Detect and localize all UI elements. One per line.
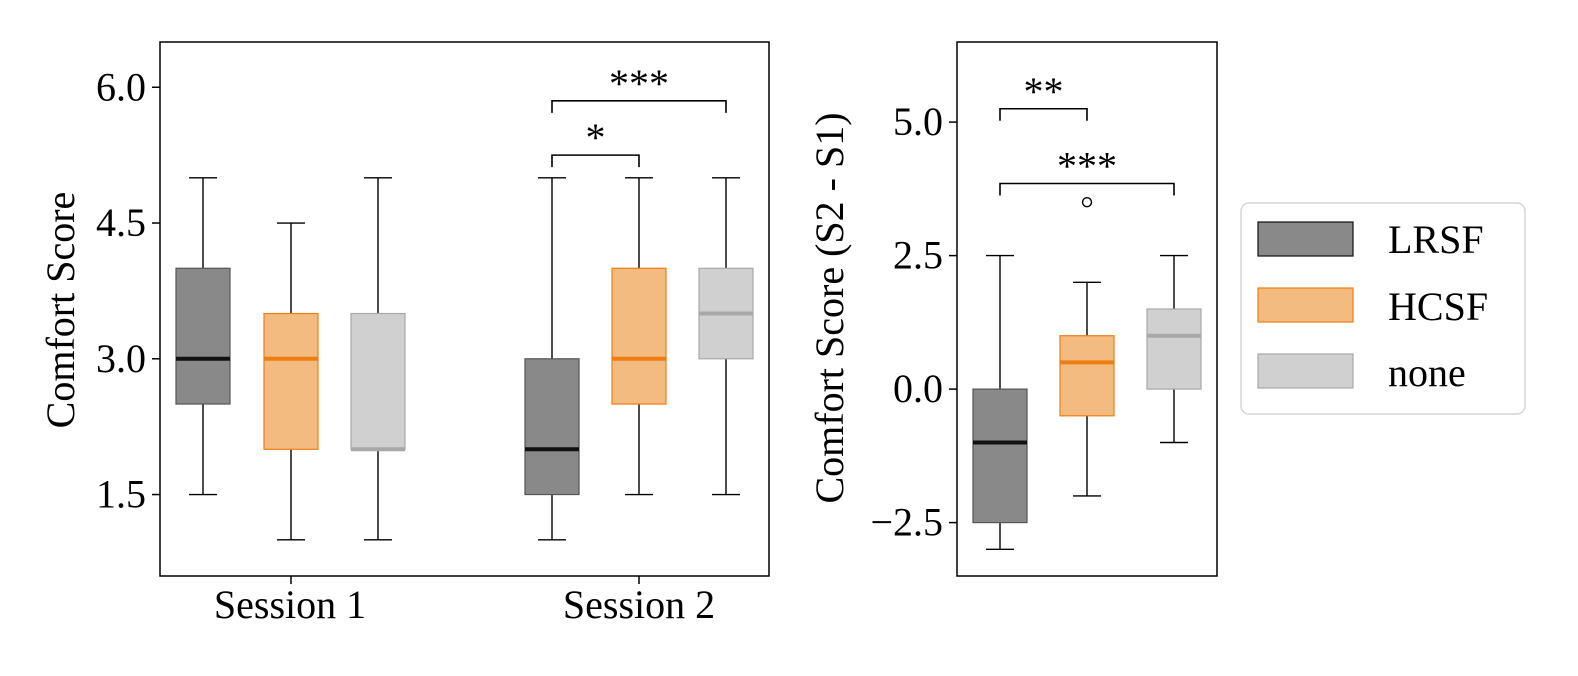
significance-bracket: *** (551, 61, 727, 113)
bracket-line (999, 107, 1088, 121)
left-y-tick-label: 1.5 (96, 472, 146, 517)
box-iqr (175, 267, 231, 405)
box-session-2-lrsf (524, 177, 580, 541)
significance-bracket: ** (999, 69, 1088, 121)
significance-label: *** (1057, 144, 1117, 189)
significance-bracket: * (551, 115, 640, 168)
legend-swatch-none (1257, 353, 1354, 389)
right-y-tick-label: 2.5 (893, 233, 943, 278)
legend-label-none: none (1388, 350, 1466, 395)
right-plot-frame (956, 41, 1218, 577)
bracket-line (551, 100, 727, 113)
legend-label-lrsf: LRSF (1388, 217, 1484, 262)
right-significance: ***** (999, 69, 1175, 196)
box-iqr (611, 267, 667, 405)
left-y-tick-label: 4.5 (96, 200, 146, 245)
left-y-tick-label: 6.0 (96, 64, 146, 109)
right-y-tick-label: 0.0 (893, 366, 943, 411)
box-right-hcsf (1059, 196, 1115, 497)
box-iqr (1146, 308, 1202, 390)
right-y-axis-label: Comfort Score (S2 - S1) (807, 112, 852, 503)
significance-bracket: *** (999, 144, 1175, 196)
x-tick-label-session-1: Session 1 (214, 582, 366, 627)
box-iqr (263, 312, 319, 450)
legend-swatch-hcsf (1257, 287, 1354, 323)
significance-label: ** (1024, 69, 1064, 114)
box-right-none (1146, 254, 1202, 444)
left-y-tick-label: 3.0 (96, 336, 146, 381)
legend: LRSF HCSF none (1240, 202, 1526, 415)
right-chart: Comfort Score (S2 - S1) −2.5 0.0 2.5 5.0 **… (807, 41, 1218, 577)
significance-label: *** (609, 61, 669, 106)
left-y-ticks: 1.5 3.0 4.5 6.0 (96, 64, 160, 517)
box-session-1-hcsf (263, 222, 319, 541)
right-y-tick-label: 5.0 (893, 99, 943, 144)
box-iqr (350, 312, 406, 450)
legend-label-hcsf: HCSF (1388, 284, 1488, 329)
box-session-1-none (350, 177, 406, 541)
bracket-line (551, 154, 640, 168)
outlier-point (1081, 196, 1093, 208)
bracket-line (999, 182, 1175, 196)
left-x-ticks: Session 1 Session 2 (214, 576, 715, 627)
right-y-tick-label: −2.5 (870, 500, 943, 545)
box-session-2-none (698, 177, 754, 496)
significance-label: * (586, 115, 606, 160)
box-iqr (972, 388, 1028, 524)
box-right-lrsf (972, 254, 1028, 550)
box-session-1-lrsf (175, 177, 231, 496)
box-iqr (1059, 335, 1115, 417)
left-plot-frame (159, 41, 770, 577)
right-box-group (972, 196, 1202, 550)
right-y-ticks: −2.5 0.0 2.5 5.0 (870, 99, 957, 545)
left-significance: **** (551, 61, 727, 168)
left-chart: Comfort Score 1.5 3.0 4.5 6.0 Session 1 Ses… (38, 41, 770, 627)
x-tick-label-session-2: Session 2 (563, 582, 715, 627)
legend-swatch-lrsf (1257, 221, 1354, 257)
left-box-group (175, 177, 754, 541)
box-session-2-hcsf (611, 177, 667, 496)
box-iqr (524, 358, 580, 496)
left-y-axis-label: Comfort Score (38, 192, 83, 429)
